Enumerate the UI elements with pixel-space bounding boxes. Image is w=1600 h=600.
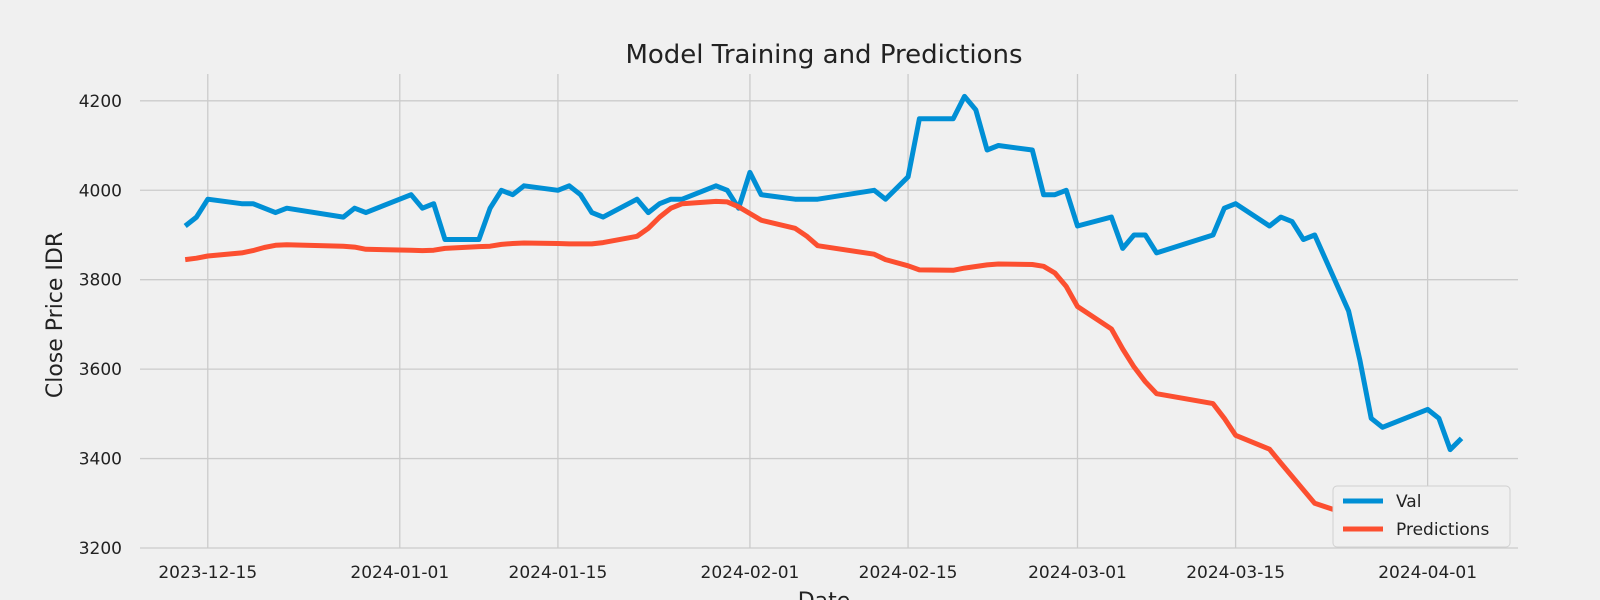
x-tick-label: 2024-03-01 (1028, 563, 1127, 583)
series-line-predictions (184, 198, 1462, 539)
y-tick-label: 3600 (79, 360, 122, 380)
x-tick-label: 2024-01-15 (509, 563, 608, 583)
legend-label-val: Val (1396, 492, 1421, 512)
x-tick-label: 2024-01-01 (350, 563, 449, 583)
x-tick-label: 2024-02-01 (701, 563, 800, 583)
y-tick-label: 3800 (79, 271, 122, 291)
y-tick-label: 4000 (79, 181, 122, 201)
x-tick-label: 2024-02-15 (859, 563, 958, 583)
y-tick-label: 3200 (79, 539, 122, 559)
legend-label-predictions: Predictions (1396, 520, 1489, 540)
tick-labels: 3200 3400 3600 3800 4000 4200 2023-12-15 2024-0… (79, 92, 1477, 583)
series-line-val (183, 93, 1464, 453)
chart-title: Model Training and Predictions (625, 40, 1022, 70)
y-axis-title: Close Price IDR (43, 232, 68, 398)
grid (140, 74, 1518, 549)
series-lines (183, 93, 1464, 539)
x-tick-label: 2024-04-01 (1378, 563, 1477, 583)
legend: Val Predictions (1332, 485, 1511, 548)
x-tick-label: 2023-12-15 (158, 563, 257, 583)
x-tick-label: 2024-03-15 (1186, 563, 1285, 583)
x-axis-title: Date (798, 589, 851, 600)
y-tick-label: 3400 (79, 450, 122, 470)
y-tick-label: 4200 (79, 92, 122, 112)
